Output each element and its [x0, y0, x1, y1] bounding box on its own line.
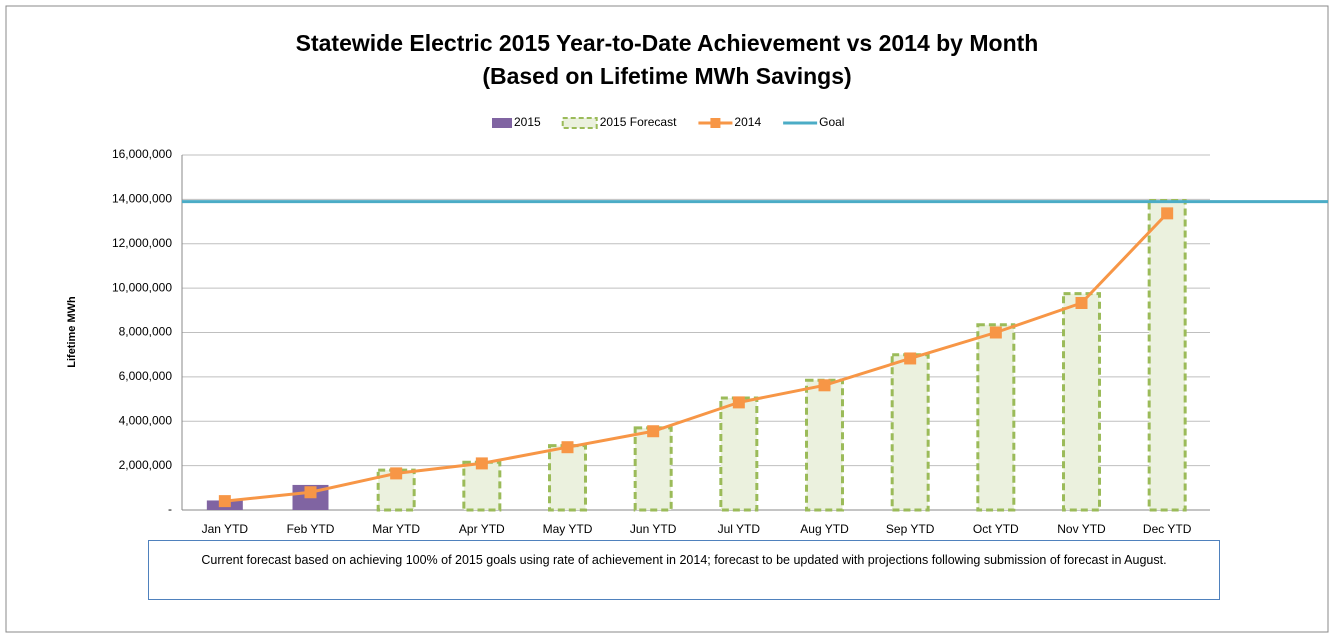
forecast-bar: [548, 444, 587, 512]
legend-label: Goal: [819, 115, 844, 129]
legend-label: 2014: [734, 115, 761, 129]
marker: [475, 457, 488, 470]
marker: [304, 486, 317, 499]
x-tick-label: Aug YTD: [800, 522, 849, 536]
note: Current forecast based on achieving 100%…: [148, 540, 1220, 600]
y-tick-label: 10,000,000: [112, 280, 172, 294]
marker: [1075, 296, 1088, 309]
y-tick-label: 2,000,000: [119, 458, 173, 472]
y-tick-label: 12,000,000: [112, 236, 172, 250]
forecast-bar: [976, 323, 1016, 512]
legend-swatch: [561, 117, 598, 129]
x-tick-label: Mar YTD: [372, 522, 420, 536]
forecast-bar: [462, 460, 502, 512]
marker: [561, 441, 574, 454]
legend-swatch: [492, 118, 512, 128]
marker: [732, 396, 745, 409]
y-tick-label: 8,000,000: [119, 325, 173, 339]
forecast-bar: [1062, 292, 1101, 512]
marker: [390, 467, 403, 480]
y-tick-label: 6,000,000: [119, 369, 173, 383]
x-tick-label: Jan YTD: [202, 522, 249, 536]
x-tick-label: Feb YTD: [287, 522, 335, 536]
x-tick-label: Dec YTD: [1143, 522, 1192, 536]
x-tick-label: May YTD: [543, 522, 593, 536]
marker: [989, 326, 1002, 339]
legend-label: 2015: [514, 115, 541, 129]
y-axis-label: Lifetime MWh: [66, 296, 78, 368]
forecast-bar: [1147, 198, 1187, 512]
forecast-bar: [890, 353, 930, 512]
x-tick-label: Sep YTD: [886, 522, 935, 536]
x-tick-label: Jun YTD: [630, 522, 677, 536]
marker: [1161, 207, 1174, 220]
marker: [904, 352, 917, 365]
y-tick-label: 4,000,000: [119, 413, 173, 427]
marker: [647, 425, 660, 438]
x-tick-label: Oct YTD: [973, 522, 1019, 536]
marker: [218, 495, 231, 508]
x-tick-label: Jul YTD: [718, 522, 761, 536]
legend-label: 2015 Forecast: [600, 115, 677, 129]
forecast-bar: [633, 426, 673, 512]
chart-title: Statewide Electric 2015 Year-to-Date Ach…: [296, 30, 1039, 56]
forecast-bar: [719, 396, 759, 512]
forecast-bar: [805, 378, 844, 512]
y-tick-label: 14,000,000: [112, 192, 172, 206]
y-tick-label: -: [168, 502, 172, 516]
line: [224, 212, 1169, 503]
x-tick-label: Apr YTD: [459, 522, 505, 536]
legend-marker: [710, 118, 721, 128]
chart-title: (Based on Lifetime MWh Savings): [482, 63, 851, 89]
y-tick-label: 16,000,000: [112, 147, 172, 161]
x-tick-label: Nov YTD: [1057, 522, 1106, 536]
chart-border: [5, 5, 1329, 633]
marker: [818, 379, 831, 392]
